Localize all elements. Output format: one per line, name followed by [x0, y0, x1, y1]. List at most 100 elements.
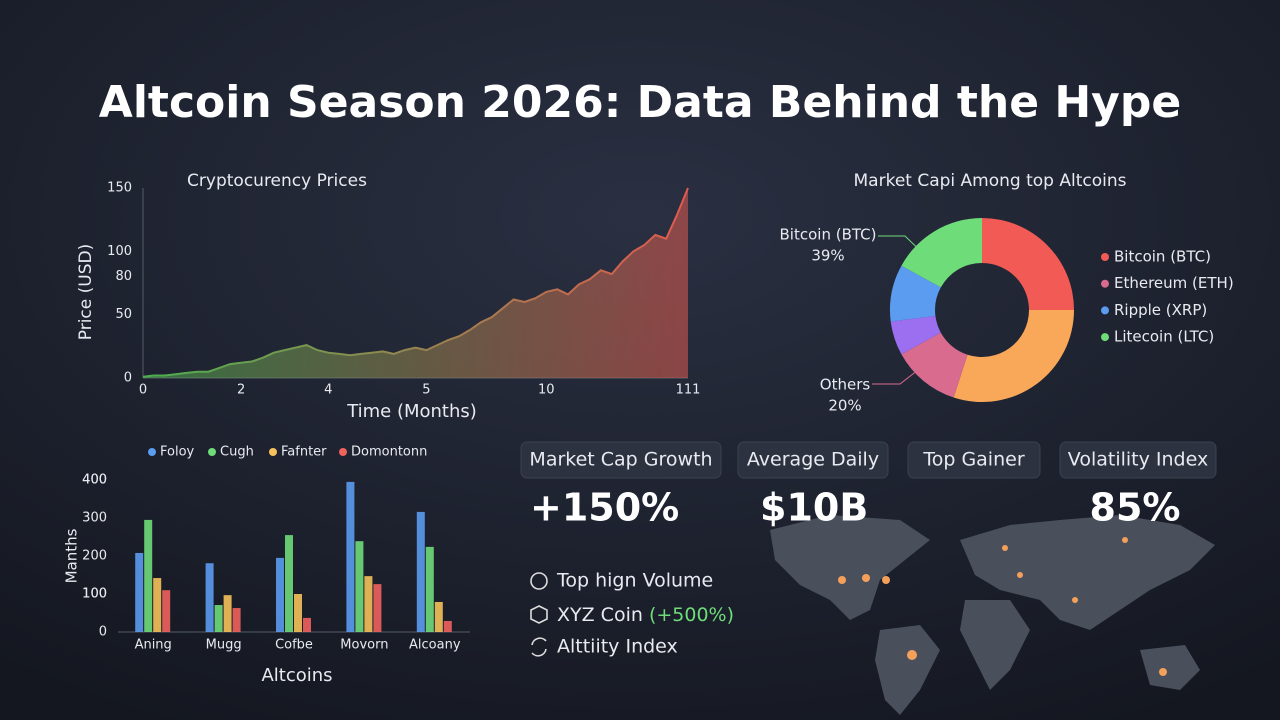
y-tick-label: 0 [124, 371, 132, 386]
legend-swatch [208, 448, 216, 456]
legend-label: Ethereum (ETH) [1114, 274, 1234, 292]
y-tick-label: 80 [115, 269, 132, 284]
y-tick-label: 400 [82, 473, 107, 488]
pie-slice [901, 332, 968, 398]
stat-value: +150% [530, 486, 679, 530]
bar [285, 535, 293, 632]
stat-label: Top Gainer [922, 449, 1024, 471]
bar [355, 541, 364, 632]
page-title: Altcoin Season 2026: Data Behind the Hyp… [99, 77, 1181, 128]
y-tick-label: 100 [82, 587, 107, 602]
bar [276, 557, 284, 632]
legend-swatch [1101, 333, 1109, 342]
legend-label: Foloy [160, 445, 195, 460]
bar [153, 578, 162, 632]
highlight: XYZ Coin (+500%) [557, 604, 734, 626]
bar [434, 601, 443, 632]
x-axis-label: Altcoins [261, 665, 332, 686]
x-tick-label: 111 [676, 383, 701, 398]
bar [232, 608, 241, 632]
pie-slice [901, 218, 982, 288]
bar [162, 590, 171, 632]
y-tick-label: 400 [82, 473, 107, 488]
bar [144, 519, 153, 632]
x-tick-label: Cofbe [275, 638, 313, 653]
x-tick-label: 5 [422, 383, 430, 398]
legend-label: Ripple (XRP) [1114, 301, 1207, 319]
annotation-value: 20% [828, 397, 861, 415]
highlight: Top hign Volume [556, 570, 713, 592]
x-tick-label: 2 [237, 383, 245, 398]
stat-card [1059, 441, 1217, 479]
annotation: Bitcoin (BTC) [780, 226, 877, 244]
icon [531, 637, 547, 657]
x-tick-label: Movorn [340, 638, 388, 653]
pie-slice [982, 218, 1074, 310]
stat-cards: Market Cap Growth +150% Average Daily $1… [520, 441, 1217, 530]
bar [443, 620, 452, 632]
x-axis-label: Time (Months) [346, 401, 477, 422]
stat-label: Volatility Index [1068, 449, 1208, 471]
stat-value: 85% [1090, 486, 1181, 530]
bar [135, 552, 144, 632]
chart-title: Market Capi Among top Altcoins [854, 171, 1127, 191]
bar [303, 617, 311, 632]
legend-swatch [269, 448, 277, 456]
pie-slice [890, 315, 941, 355]
bar [373, 584, 382, 632]
bar [214, 605, 223, 632]
bar [364, 576, 373, 632]
x-tick-label: 10 [538, 383, 555, 398]
y-tick-label: 0 [99, 625, 107, 640]
x-tick-label: 4 [324, 383, 332, 398]
y-tick-label: 100 [107, 244, 132, 259]
legend-swatch [339, 448, 347, 456]
legend-swatch [1101, 253, 1109, 261]
legend-label: Litecoin (LTC) [1114, 328, 1214, 346]
legend-swatch [1101, 306, 1109, 315]
x-tick-label: 0 [139, 383, 147, 398]
y-tick-label: 150 [107, 181, 132, 196]
legend-label: Cugh [220, 445, 254, 460]
legend-swatch [148, 448, 156, 456]
icon [530, 605, 548, 624]
y-tick-label: 50 [115, 307, 132, 322]
legend-swatch [1101, 279, 1109, 288]
x-tick-label: Alcoany [409, 638, 461, 653]
x-tick-label: Mugg [206, 638, 242, 653]
stat-label: Market Cap Growth [529, 449, 712, 471]
y-tick-label: 200 [82, 549, 107, 564]
legend-label: Fafnter [281, 445, 327, 460]
bar [425, 546, 434, 632]
highlight-change: (+500%) [649, 604, 734, 626]
line [142, 187, 689, 378]
legend-label: Domontonn [351, 445, 427, 460]
bar [346, 481, 355, 632]
highlight-text: XYZ Coin [557, 604, 643, 626]
bar [416, 511, 425, 632]
stat-card [520, 441, 722, 479]
highlight: Alttiity Index [557, 636, 678, 658]
annotation: Others [820, 376, 871, 394]
world-map [770, 515, 1215, 715]
icon [530, 572, 548, 590]
highlights: Top hign Volume XYZ Coin (+500%) Alttiit… [530, 570, 734, 658]
bar [205, 563, 214, 632]
stat-card [907, 441, 1041, 479]
annotation-line [872, 369, 919, 385]
y-axis-label: Price (USD) [76, 244, 96, 340]
chart-title: Cryptocurency Prices [187, 171, 367, 191]
x-tick-label: Aning [135, 638, 172, 653]
pie-slice [889, 265, 941, 322]
bar [223, 595, 232, 632]
annotation-line [878, 235, 933, 263]
y-tick-label: 100 [82, 587, 107, 602]
bar [294, 594, 302, 632]
annotation-value: 39% [811, 247, 844, 265]
y-tick-label: 300 [82, 511, 107, 526]
area [143, 188, 688, 378]
stat-value: $10B [760, 486, 868, 530]
pie-slice [953, 310, 1074, 402]
stat-card [737, 441, 889, 479]
